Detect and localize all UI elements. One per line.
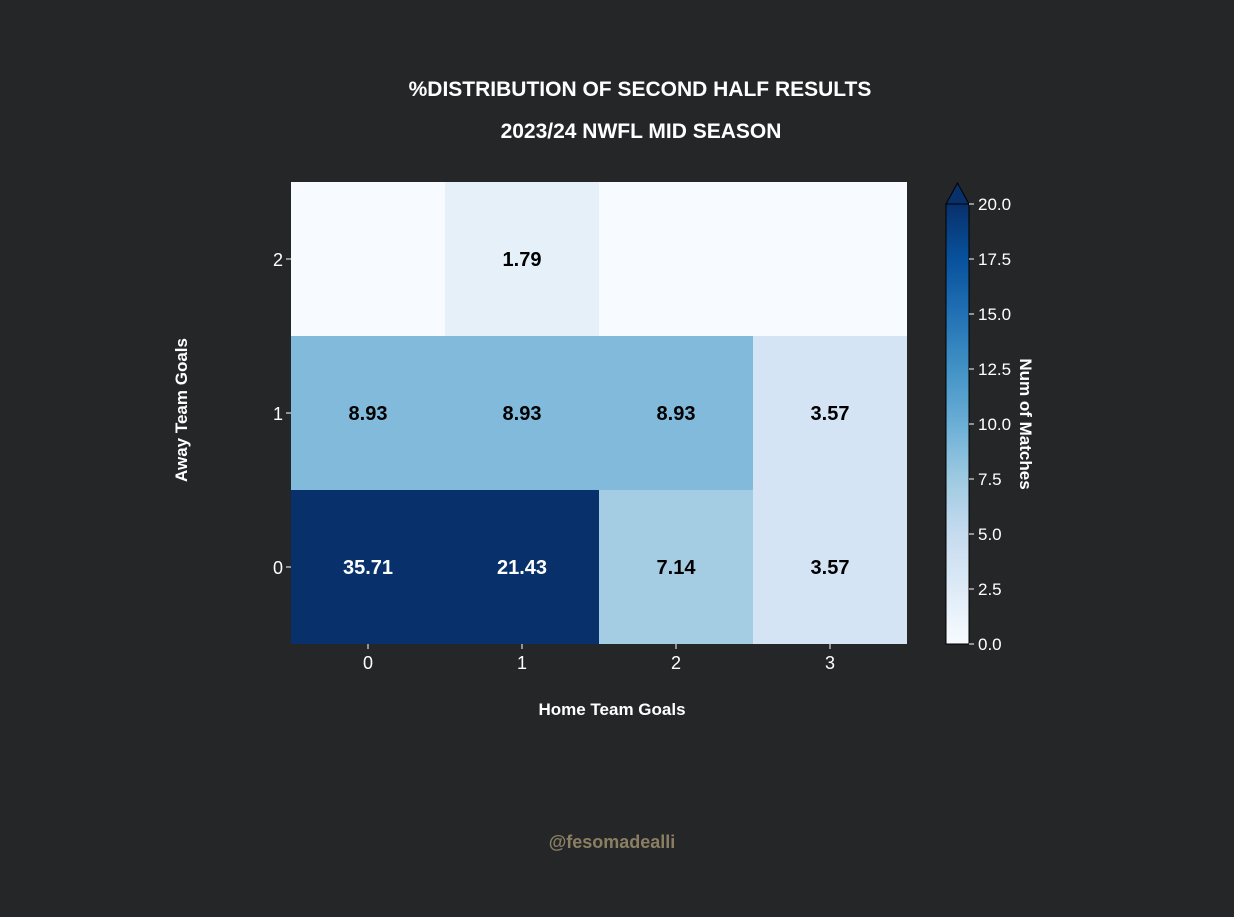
colorbar-tick-label: 15.0 <box>978 305 1011 324</box>
heatmap-cell-h1-a1 <box>445 336 599 490</box>
colorbar-tick-label: 5.0 <box>978 525 1002 544</box>
colorbar-extend-max-arrow <box>945 181 970 205</box>
cell-value-label: 8.93 <box>657 403 696 425</box>
y-tick-label: 2 <box>273 250 283 270</box>
heatmap-cell-h3-a1 <box>753 336 907 490</box>
cell-value-label: 1.79 <box>503 249 542 271</box>
heatmap-cell-h1-a2 <box>445 182 599 336</box>
cell-value-label: 3.57 <box>811 403 850 425</box>
heatmap-cell-labels: 35.71 21.43 7.14 3.57 8.93 8.93 8.93 3.57 1.79 <box>343 249 850 579</box>
cell-value-label: 7.14 <box>657 557 697 579</box>
colorbar-tick-label: 0.0 <box>978 635 1002 654</box>
chart-title: %DISTRIBUTION OF SECOND HALF RESULTS <box>409 78 872 101</box>
x-axis-ticks: 0 1 2 3 <box>363 644 835 673</box>
colorbar-tick-label: 2.5 <box>978 580 1002 599</box>
heatmap-cell-h2-a2 <box>599 182 753 336</box>
heatmap-cell-h2-a0 <box>599 490 753 644</box>
colorbar-gradient <box>945 203 970 645</box>
x-tick-label: 0 <box>363 653 373 673</box>
colorbar-tick-label: 7.5 <box>978 470 1002 489</box>
colorbar-ticks: 0.0 2.5 5.0 7.5 10.0 12.5 15.0 17.5 20.0 <box>969 195 1011 654</box>
colorbar-tick-label: 10.0 <box>978 415 1011 434</box>
x-axis-label: Home Team Goals <box>538 700 685 719</box>
heatmap-cell-h2-a1 <box>599 336 753 490</box>
y-tick-label: 0 <box>273 558 283 578</box>
x-tick-label: 1 <box>517 653 527 673</box>
cell-value-label: 35.71 <box>343 557 393 579</box>
x-tick-label: 2 <box>671 653 681 673</box>
heatmap-cell-h3-a2 <box>753 182 907 336</box>
colorbar-label: Num of Matches <box>1016 358 1035 489</box>
colorbar-tick-label: 20.0 <box>978 195 1011 214</box>
chart-subtitle: 2023/24 NWFL MID SEASON <box>501 120 782 143</box>
cell-value-label: 8.93 <box>349 403 388 425</box>
colorbar: 0.0 2.5 5.0 7.5 10.0 12.5 15.0 17.5 20.0 <box>945 181 1011 654</box>
y-tick-label: 1 <box>273 404 283 424</box>
y-axis-label: Away Team Goals <box>172 338 191 482</box>
cell-value-label: 21.43 <box>497 557 547 579</box>
cell-value-label: 8.93 <box>503 403 542 425</box>
heatmap-cell-h0-a0 <box>291 490 445 644</box>
colorbar-tick-label: 17.5 <box>978 250 1011 269</box>
credit-handle: @fesomadealli <box>549 832 676 852</box>
y-axis-ticks: 0 1 2 <box>273 250 291 578</box>
heatmap-cell-h0-a2 <box>291 182 445 336</box>
colorbar-tick-label: 12.5 <box>978 360 1011 379</box>
heatmap-cells <box>291 182 907 644</box>
heatmap-cell-h0-a1 <box>291 336 445 490</box>
heatmap-cell-h3-a0 <box>753 490 907 644</box>
heatmap-cell-h1-a0 <box>445 490 599 644</box>
x-tick-label: 3 <box>825 653 835 673</box>
cell-value-label: 3.57 <box>811 557 850 579</box>
